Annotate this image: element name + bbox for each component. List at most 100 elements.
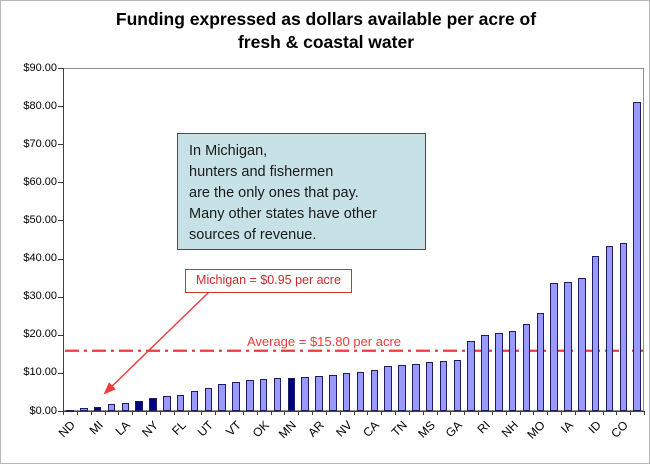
bar-IA (564, 281, 572, 411)
x-axis-tick (381, 411, 383, 415)
bar-OK (259, 378, 268, 411)
infobox-line: Many other states have other (189, 206, 377, 222)
bar-TN (398, 365, 406, 411)
y-axis-tick (58, 372, 63, 374)
bar-rank-18 (301, 377, 309, 411)
y-axis-label: $40.00 (23, 252, 57, 265)
bar-UT (204, 388, 212, 411)
y-axis-label: $50.00 (23, 213, 57, 226)
bar-rank-32 (495, 332, 503, 411)
y-axis-label: $0.00 (29, 404, 57, 417)
bar-rank-30 (467, 341, 475, 411)
bar-rank-40 (605, 246, 614, 411)
x-axis-tick (395, 411, 396, 415)
x-axis-tick (63, 411, 64, 415)
x-axis-tick (229, 411, 230, 415)
chart-title-line2: fresh & coastal water (237, 32, 415, 52)
bar-GA (453, 360, 461, 411)
bar-FL (176, 395, 185, 411)
chart-title: Funding expressed as dollars available p… (1, 8, 649, 54)
x-axis-tick (478, 411, 479, 415)
bar-rank-4 (107, 403, 116, 411)
y-axis-tick (58, 258, 63, 260)
bar-rank-36 (550, 282, 558, 411)
average-label: Average = $15.80 per acre (246, 334, 402, 349)
bar-MN (287, 377, 295, 411)
x-axis-tick (90, 411, 92, 415)
annotation-infobox: In Michigan, hunters and fishermen are t… (177, 133, 426, 250)
bar-rank-8 (163, 396, 171, 411)
bar-rank-6 (135, 400, 143, 411)
x-axis-tick (602, 411, 604, 415)
bar-rank-20 (329, 374, 337, 411)
bar-CO (619, 243, 627, 411)
x-axis-tick (187, 411, 189, 415)
bar-LA (121, 402, 129, 411)
bar-rank-24 (384, 366, 392, 411)
x-axis-tick (146, 411, 147, 415)
x-axis-tick (339, 411, 341, 415)
x-axis-tick (616, 411, 618, 415)
bar-RI (481, 335, 489, 411)
x-axis-tick (312, 411, 313, 415)
x-axis-tick (325, 411, 327, 415)
x-axis-tick (353, 411, 355, 415)
x-axis-tick (630, 411, 632, 415)
x-axis-tick (588, 411, 590, 415)
bar-AR (315, 376, 323, 411)
y-axis-tick (58, 106, 63, 108)
bar-NV (342, 372, 351, 411)
x-axis-tick (644, 411, 645, 415)
bar-NH (508, 330, 517, 411)
infobox-line: sources of revenue. (189, 227, 317, 243)
y-axis-label: $80.00 (23, 99, 57, 112)
y-axis-tick (58, 334, 63, 336)
x-axis-tick (104, 411, 106, 415)
bar-rank-28 (439, 361, 448, 411)
x-axis-tick (436, 411, 438, 415)
x-axis-tick (215, 411, 217, 415)
x-axis-tick (422, 411, 424, 415)
y-axis-label: $20.00 (23, 328, 57, 341)
infobox-line: hunters and fishermen (189, 164, 334, 180)
bar-rank-38 (578, 277, 586, 411)
bar-rank-42 (633, 101, 641, 411)
x-axis-tick (533, 411, 535, 415)
y-axis-tick (58, 296, 63, 298)
bar-ID (591, 256, 600, 411)
x-axis-tick (201, 411, 203, 415)
x-axis-tick (491, 411, 493, 415)
x-axis-tick (547, 411, 549, 415)
x-axis-tick (173, 411, 175, 415)
bar-VT (232, 382, 240, 411)
bar-rank-26 (412, 364, 420, 411)
infobox-line: In Michigan, (189, 143, 268, 159)
y-axis-tick (58, 220, 63, 222)
x-axis-tick (132, 411, 134, 415)
bar-NY (149, 398, 157, 411)
bar-MS (425, 361, 434, 411)
y-axis-label: $60.00 (23, 175, 57, 188)
x-axis-tick (450, 411, 452, 415)
y-axis-tick (58, 144, 63, 146)
infobox-line: are the only ones that pay. (189, 185, 359, 201)
y-axis-tick (58, 68, 63, 69)
bar-rank-34 (522, 323, 531, 411)
bar-CA (370, 370, 378, 411)
y-axis-label: $10.00 (23, 366, 57, 379)
x-axis-tick (519, 411, 521, 415)
michigan-callout: Michigan = $0.95 per acre (185, 269, 352, 293)
x-axis-tick (505, 411, 507, 415)
x-axis-tick (242, 411, 244, 415)
bar-rank-14 (246, 380, 254, 411)
bar-rank-12 (218, 383, 226, 411)
bar-rank-10 (190, 391, 199, 411)
y-axis-label: $30.00 (23, 290, 57, 303)
bar-MI (93, 407, 102, 411)
x-axis-tick (298, 411, 300, 415)
x-axis-tick (464, 411, 466, 415)
x-axis-tick (408, 411, 410, 415)
bar-MO (536, 313, 544, 411)
x-axis-tick (367, 411, 369, 415)
